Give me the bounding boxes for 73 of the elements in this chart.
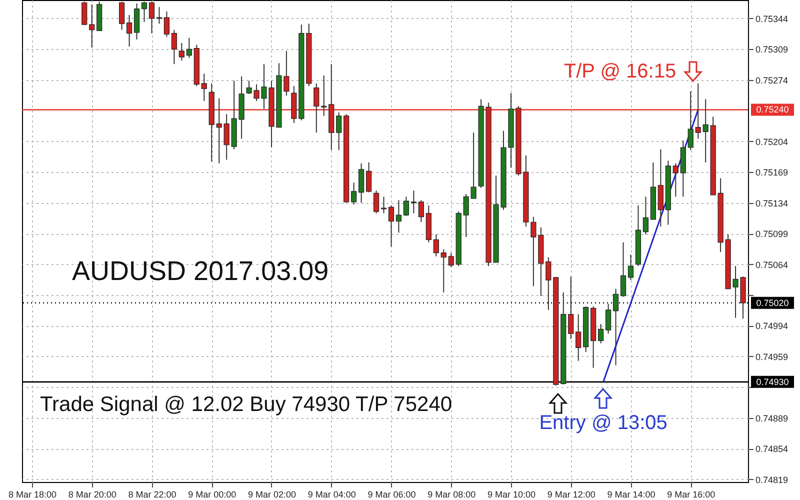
candlestick (418, 200, 424, 223)
candlestick (321, 75, 327, 116)
candlestick (186, 37, 192, 58)
candlestick (82, 1, 88, 26)
candlestick (171, 29, 177, 65)
candlestick (358, 162, 364, 204)
annotation: Trade Signal @ 12.02 Buy 74930 T/P 75240 (40, 393, 452, 416)
y-tick-label: 0.75204 (756, 136, 788, 147)
y-tick-label: 0.74889 (756, 413, 788, 424)
x-tick-label: 9 Mar 04:00 (308, 490, 356, 500)
x-tick-label: 8 Mar 18:00 (8, 490, 56, 500)
candlestick (126, 14, 132, 48)
candlestick (89, 4, 95, 48)
candlestick (366, 162, 372, 193)
x-tick-label: 9 Mar 16:00 (667, 490, 716, 500)
candlestick (380, 196, 387, 214)
candlestick (403, 196, 410, 216)
x-tick-label: 9 Mar 08:00 (428, 490, 476, 500)
candlestick (118, 1, 125, 30)
candlestick (141, 1, 148, 22)
y-tick-label: 0.75169 (756, 168, 788, 178)
ref-line-label: 0.75240 (756, 104, 789, 115)
annotation: T/P @ 16:15 (564, 60, 676, 83)
annotation: AUDUSD 2017.03.09 (72, 256, 329, 286)
y-tick-label: 0.74994 (756, 321, 788, 332)
candlestick (605, 303, 612, 334)
candlestick (688, 90, 694, 151)
candlestick (373, 190, 380, 214)
y-tick-label: 0.74819 (756, 474, 788, 485)
candlestick (695, 82, 701, 140)
ref-line-label: 0.75020 (756, 298, 789, 308)
candlestick (568, 276, 574, 340)
y-tick-label: 0.75309 (756, 44, 788, 55)
x-tick-label: 9 Mar 02:00 (248, 490, 296, 500)
candlestick (201, 73, 207, 102)
candlestick (433, 234, 439, 257)
y-tick-label: 0.75134 (756, 198, 788, 208)
candlestick (576, 314, 582, 362)
candlestick (148, 1, 155, 34)
candlestick (351, 182, 357, 206)
x-tick-label: 8 Mar 22:00 (128, 490, 176, 500)
candlestick (216, 98, 222, 164)
y-tick-label: 0.75344 (756, 14, 788, 24)
candlestick (672, 162, 678, 198)
candlestick (598, 323, 604, 344)
candlestick (156, 6, 162, 24)
candlestick (314, 82, 320, 134)
candlestick (336, 112, 342, 151)
candlestick (642, 196, 649, 235)
candlestick (388, 204, 394, 248)
x-tick-label: 9 Mar 06:00 (368, 490, 416, 500)
candlestick (134, 3, 140, 40)
y-tick-label: 0.75099 (756, 229, 788, 240)
annotation: Entry @ 13:05 (539, 412, 668, 434)
x-tick-label: 9 Mar 14:00 (607, 490, 656, 500)
candlestick (612, 288, 619, 366)
candlestick (620, 242, 626, 298)
y-tick-label: 0.74854 (756, 444, 788, 454)
y-tick-label: 0.75064 (756, 260, 788, 270)
x-tick-label: 9 Mar 10:00 (487, 490, 536, 500)
candlestick (410, 190, 416, 214)
candlestick (448, 252, 454, 268)
candlestick (396, 200, 402, 234)
y-tick-label: 0.74959 (756, 352, 788, 362)
x-tick-label: 8 Mar 20:00 (68, 490, 116, 500)
x-tick-label: 9 Mar 12:00 (547, 490, 596, 500)
candlestick (628, 254, 634, 281)
candlestick (440, 248, 446, 293)
y-tick-label: 0.75274 (756, 75, 788, 86)
candlestick (164, 10, 170, 38)
ref-line-label: 0.74930 (756, 376, 789, 387)
x-tick-label: 9 Mar 00:00 (188, 490, 236, 500)
candlestick (178, 42, 184, 62)
